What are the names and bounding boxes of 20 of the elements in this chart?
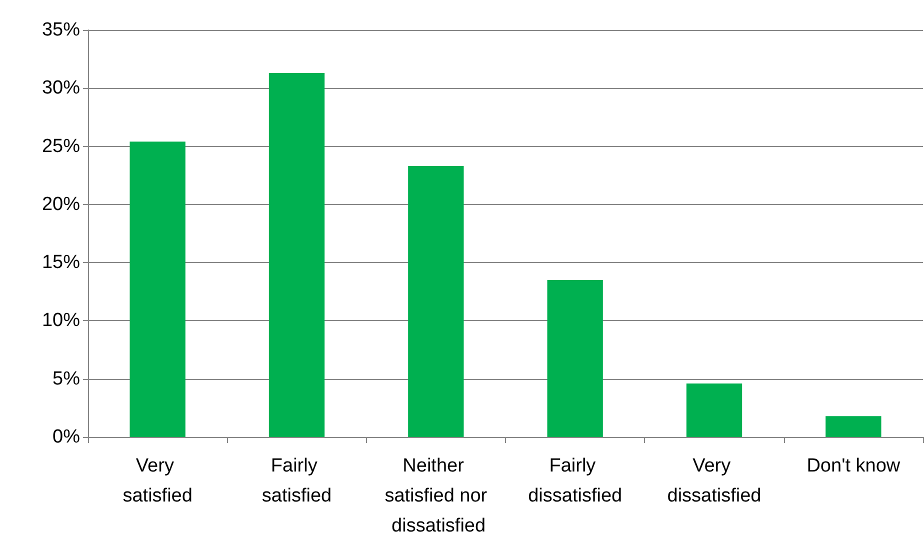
y-tick-label: 15% bbox=[42, 252, 80, 274]
y-tick-label: 20% bbox=[42, 194, 80, 215]
x-tick-label: Very satisfied bbox=[122, 456, 192, 506]
x-tick-label: Don't know bbox=[806, 456, 900, 476]
x-tick-label: Fairly satisfied bbox=[262, 456, 332, 506]
y-tick-label: 25% bbox=[42, 136, 80, 157]
bar bbox=[547, 280, 603, 437]
x-tick-label: Neither satisfied nor dissatisfied bbox=[384, 456, 488, 536]
y-tick-label: 5% bbox=[52, 368, 80, 390]
bar bbox=[130, 142, 186, 437]
x-tick-label: Very dissatisfied bbox=[667, 456, 762, 506]
y-tick-label: 0% bbox=[52, 426, 80, 448]
y-tick-label: 10% bbox=[42, 310, 80, 332]
y-tick-label: 35% bbox=[42, 20, 80, 40]
bar bbox=[408, 166, 464, 437]
y-tick-label: 30% bbox=[42, 78, 80, 99]
bar bbox=[268, 73, 325, 437]
x-tick-label: Fairly dissatisfied bbox=[528, 456, 622, 506]
bar bbox=[686, 384, 742, 437]
bar bbox=[826, 416, 882, 437]
